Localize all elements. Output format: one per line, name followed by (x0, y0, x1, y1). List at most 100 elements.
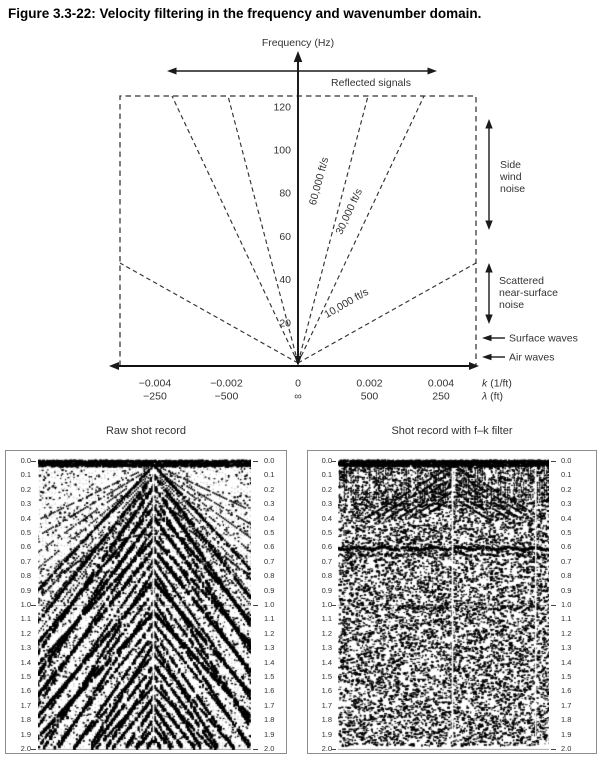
freq-tick-label: 80 (279, 188, 291, 200)
time-tick-label: 0.5 (264, 528, 275, 537)
frequency-axis-arrowhead (293, 51, 303, 62)
time-tick-mark (331, 604, 336, 606)
surface-waves-label: Surface waves (509, 333, 578, 345)
fk-diagram: Frequency (Hz) Reflected signals 60,000 … (109, 37, 578, 403)
time-tick-label: 0.4 (20, 513, 31, 523)
time-tick-label: 1.7 (20, 700, 31, 710)
time-tick-mark (551, 604, 556, 606)
time-tick-label: 0.1 (20, 470, 31, 480)
time-tick-label: 1.9 (321, 729, 332, 739)
velocity-line-30000 (297, 95, 425, 364)
time-tick-label: 1.9 (561, 729, 572, 739)
freq-tick-label: 20 (279, 317, 291, 329)
k-tick-label: 0.002 (356, 378, 382, 390)
time-tick-label: 1.5 (321, 672, 332, 681)
freq-tick-label: 40 (279, 274, 291, 286)
k-tick-label: 0.004 (428, 378, 454, 390)
time-tick-mark (331, 460, 336, 462)
filtered-record-time-axis-right: 0.0 0.1 0.2 0.3 0.4 0.5 0.6 0.7 0.8 0.9 1.0 1.1 1.2 1… (561, 451, 587, 753)
time-tick-label: 0.3 (264, 499, 275, 509)
time-tick-label: 0.4 (264, 513, 275, 523)
time-tick-label: 0.9 (264, 585, 275, 595)
reflected-signals-label: Reflected signals (331, 77, 411, 89)
velocity-line-10000 (297, 262, 477, 364)
k-tick-label: −0.004 (139, 378, 172, 390)
figure-title: Figure 3.3-22: Velocity filtering in the… (8, 6, 482, 21)
time-tick-label: 0.1 (264, 470, 275, 480)
time-tick-label: 1.2 (20, 628, 31, 638)
velocity-label-60000: 60,000 ft/s (307, 156, 331, 206)
time-tick-mark (31, 604, 36, 606)
time-tick-label: 1.4 (561, 657, 572, 667)
velocity-label-10000: 10,000 ft/s (322, 286, 370, 321)
time-tick-label: 1.2 (321, 628, 332, 638)
time-tick-label: 1.1 (561, 614, 572, 624)
time-tick-label: 0.3 (561, 499, 572, 509)
velocity-line-minus-10000 (119, 262, 299, 364)
air-waves-arrowhead (482, 353, 492, 361)
scattered-noise-arrowhead-bottom (485, 314, 493, 324)
time-tick-label: 0.0 (561, 456, 572, 465)
time-tick-mark (551, 748, 556, 750)
velocity-line-minus-30000 (171, 95, 299, 364)
time-tick-label: 1.1 (321, 614, 332, 624)
time-tick-label: 0.8 (561, 571, 572, 581)
scattered-noise-label-line1: Scattered (499, 275, 544, 287)
time-tick-label: 0.6 (561, 542, 572, 552)
time-tick-label: 1.3 (264, 643, 275, 653)
time-tick-label: 0.7 (264, 556, 275, 566)
time-tick-label: 1.7 (321, 700, 332, 710)
filtered-shot-record-panel: 0.0 0.1 0.2 0.3 0.4 0.5 0.6 0.7 0.8 0.9 1.0 1.1 1.2 1… (307, 450, 597, 754)
time-tick-label: 1.1 (20, 614, 31, 624)
lambda-tick-label: 250 (432, 391, 450, 403)
side-wind-noise-arrowhead-bottom (485, 220, 493, 230)
time-tick-label: 0.6 (321, 542, 332, 552)
time-tick-label: 0.2 (561, 484, 572, 494)
time-tick-label: 1.3 (20, 643, 31, 653)
wavenumber-axis-right-arrowhead (469, 362, 479, 370)
time-tick-label: 0.6 (264, 542, 275, 552)
time-tick-label: 0.5 (20, 528, 31, 537)
time-tick-label: 1.0 (321, 600, 332, 609)
time-tick-label: 1.6 (321, 686, 332, 696)
side-wind-noise-label-line2: wind (499, 171, 522, 183)
time-tick-label: 0.1 (321, 470, 332, 480)
time-tick-label: 2.0 (20, 744, 31, 753)
time-tick-label: 1.6 (20, 686, 31, 696)
time-tick-label: 0.4 (561, 513, 572, 523)
time-tick-label: 0.2 (264, 484, 275, 494)
fk-tick-labels: 120 100 80 60 40 20 −0.004 −0.002 0 0.002 0.004 −25… (139, 101, 455, 402)
time-tick-label: 1.2 (264, 628, 275, 638)
origin-arrowhead (294, 356, 302, 366)
freq-tick-label: 60 (279, 231, 291, 243)
time-tick-label: 0.6 (20, 542, 31, 552)
time-tick-label: 0.2 (321, 484, 332, 494)
raw-shot-record-panel: 0.0 0.1 0.2 0.3 0.4 0.5 0.6 0.7 0.8 0.9 1.0 1.1 1.2 1… (5, 450, 287, 754)
lambda-tick-label: ∞ (294, 391, 302, 403)
time-tick-label: 0.0 (20, 456, 31, 465)
time-tick-label: 2.0 (561, 744, 572, 753)
time-tick-mark (253, 748, 258, 750)
time-tick-label: 0.0 (264, 456, 275, 465)
time-tick-label: 2.0 (264, 744, 275, 753)
lambda-tick-label: 500 (361, 391, 379, 403)
time-tick-label: 1.6 (561, 686, 572, 696)
frequency-axis-label: Frequency (Hz) (262, 37, 334, 49)
time-tick-label: 1.0 (264, 600, 275, 609)
time-tick-label: 1.4 (321, 657, 332, 667)
time-tick-mark (31, 748, 36, 750)
reflected-signals-arrowhead-right (427, 67, 437, 75)
lambda-tick-label: −250 (143, 391, 167, 403)
scattered-noise-arrowhead-top (485, 263, 493, 273)
time-tick-label: 1.3 (321, 643, 332, 653)
raw-record-time-axis-left: 0.0 0.1 0.2 0.3 0.4 0.5 0.6 0.7 0.8 0.9 1.0 1.1 1.2 1… (6, 451, 31, 753)
time-tick-mark (551, 460, 556, 462)
time-tick-label: 1.8 (20, 715, 31, 725)
time-tick-mark (253, 460, 258, 462)
velocity-line-60000 (297, 95, 369, 364)
filtered-record-time-axis-left: 0.0 0.1 0.2 0.3 0.4 0.5 0.6 0.7 0.8 0.9 1.0 1.1 1.2 1… (308, 451, 332, 753)
time-tick-label: 1.5 (264, 672, 275, 681)
time-tick-label: 1.4 (20, 657, 31, 667)
k-tick-label: 0 (295, 378, 301, 390)
freq-tick-label: 120 (273, 101, 291, 113)
